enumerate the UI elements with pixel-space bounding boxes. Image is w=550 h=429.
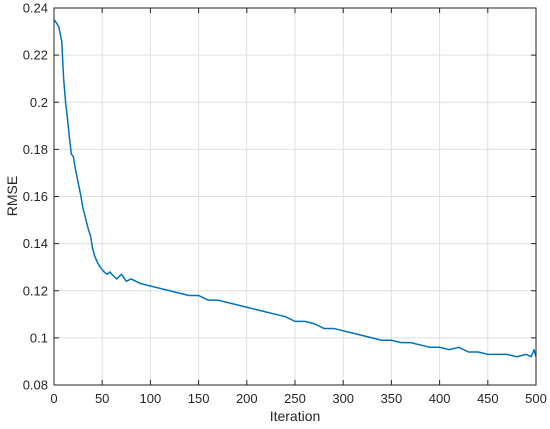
y-axis-label: RMSE: [4, 176, 20, 216]
series-layer: [53, 19, 537, 358]
y-tick-label: 0.16: [23, 189, 48, 204]
x-tick-labels: 0 50 100 150 200 250 300 350 400 450 500: [50, 391, 546, 406]
y-tick-label: 0.08: [23, 378, 48, 393]
x-tick-label: 50: [95, 391, 109, 406]
x-tick-label: 250: [284, 391, 306, 406]
x-tick-label: 200: [236, 391, 258, 406]
y-tick-label: 0.2: [30, 95, 48, 110]
x-tick-label: 450: [477, 391, 499, 406]
x-tick-label: 500: [525, 391, 547, 406]
x-tick-label: 300: [332, 391, 354, 406]
x-tick-label: 400: [429, 391, 451, 406]
y-tick-label: 0.1: [30, 330, 48, 345]
y-tick-labels: 0.08 0.1 0.12 0.14 0.16 0.18 0.2 0.22 0.24: [23, 1, 48, 393]
x-tick-label: 0: [50, 391, 57, 406]
x-tick-label: 350: [381, 391, 403, 406]
y-tick-label: 0.18: [23, 142, 48, 157]
x-axis-label: Iteration: [270, 408, 321, 424]
axis-ticks: [53, 7, 537, 386]
x-tick-label: 150: [188, 391, 210, 406]
y-tick-label: 0.12: [23, 283, 48, 298]
series-line: [53, 19, 537, 358]
y-tick-label: 0.14: [23, 236, 48, 251]
x-tick-label: 100: [140, 391, 162, 406]
y-tick-label: 0.22: [23, 48, 48, 63]
y-tick-label: 0.24: [23, 1, 48, 16]
